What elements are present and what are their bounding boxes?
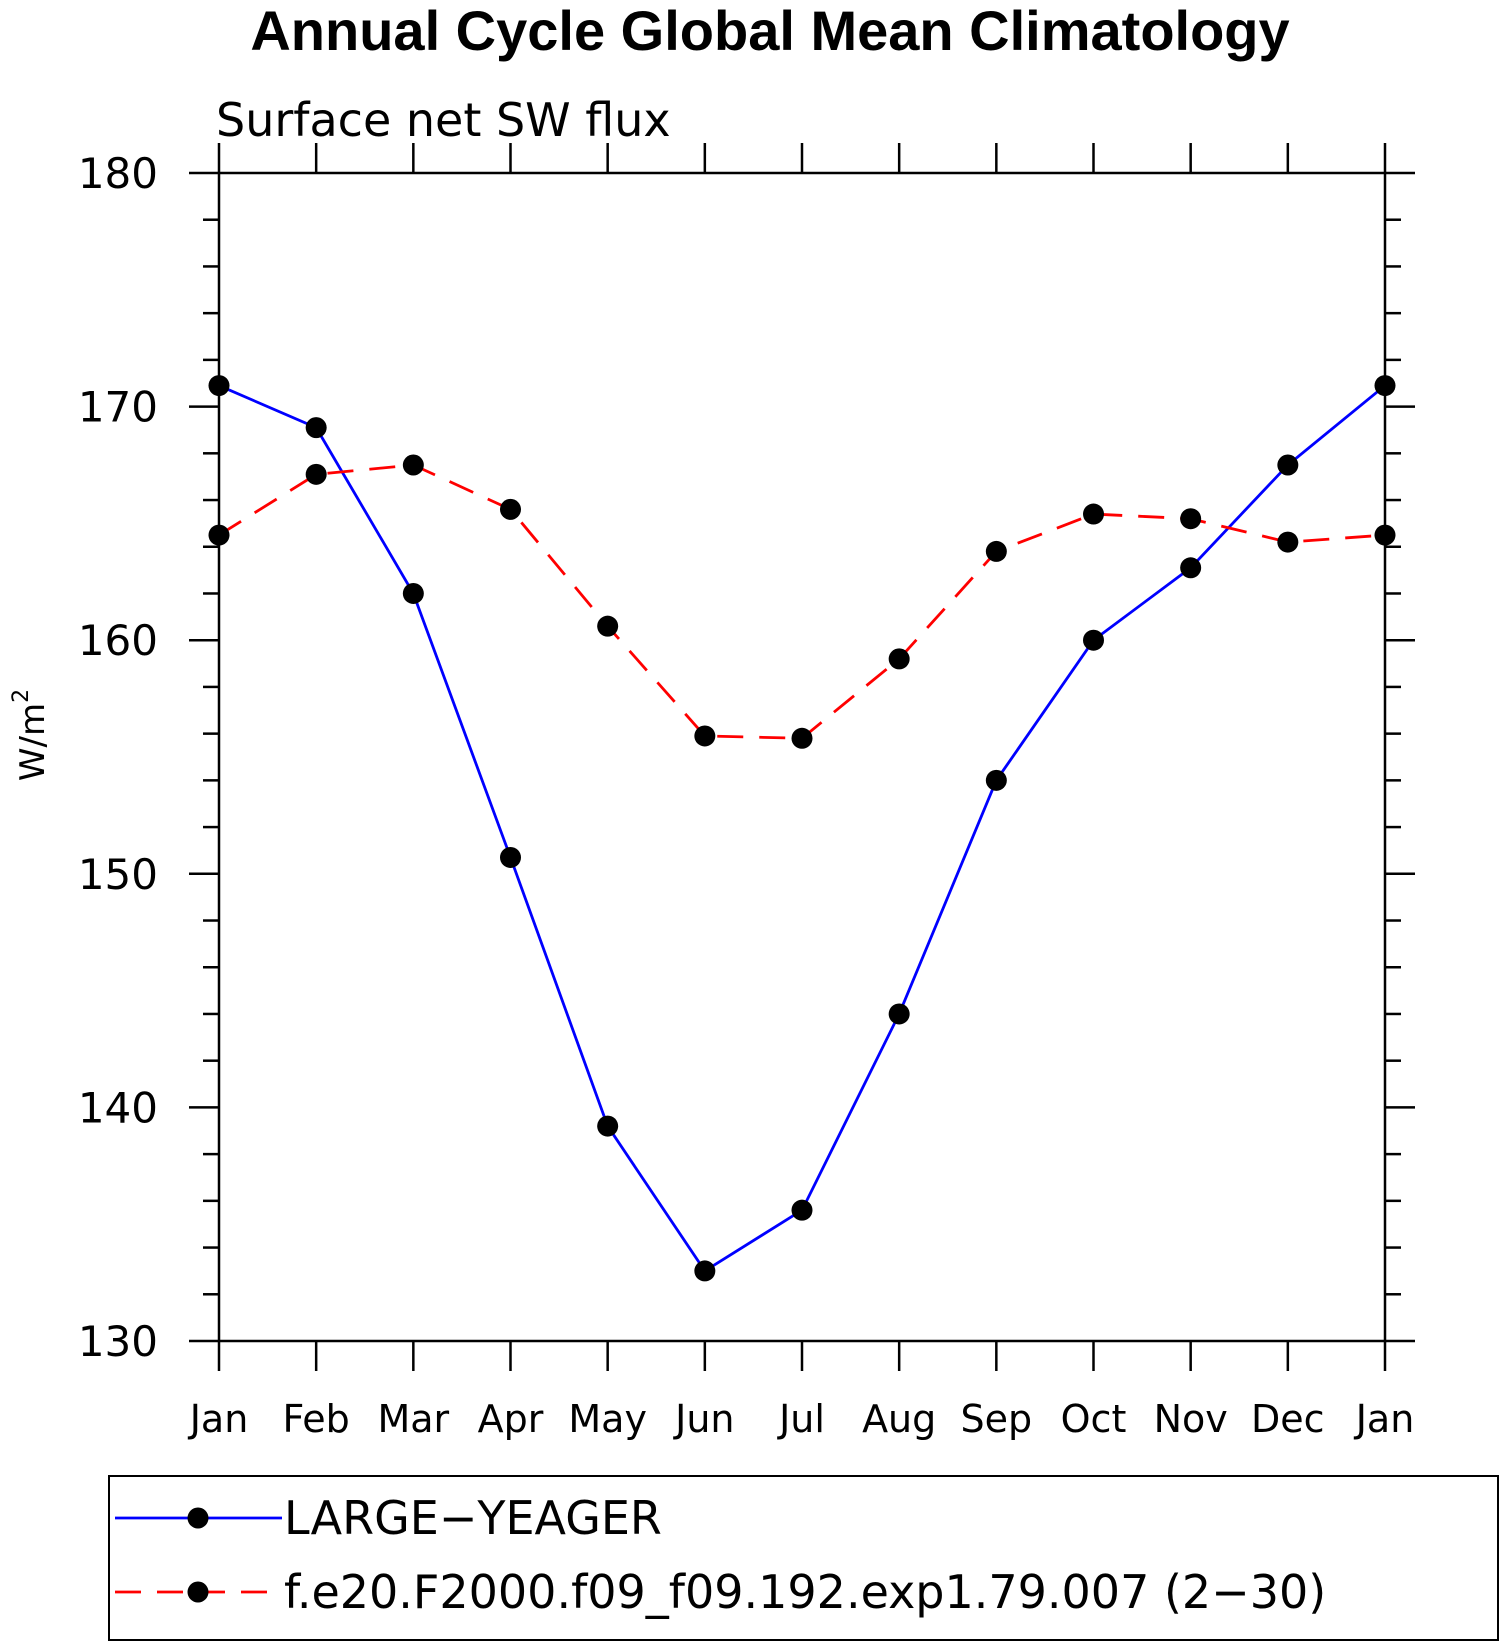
- x-tick-label: Sep: [961, 1397, 1033, 1441]
- series-1-point: [1277, 454, 1299, 476]
- y-tick-label: 140: [78, 1083, 158, 1132]
- x-tick-label: Jan: [188, 1397, 249, 1441]
- series-1-point: [888, 1003, 910, 1025]
- x-tick-label: May: [568, 1397, 647, 1441]
- legend-box: [108, 1475, 1499, 1641]
- series-1-point: [500, 846, 521, 868]
- plot-frame: [217, 171, 1387, 1343]
- svg-text:W/m2: W/m2: [9, 689, 53, 781]
- x-tick-label: Jan: [1354, 1397, 1415, 1441]
- x-axis: Jan Feb Mar Apr May Jun Jul Aug Sep Oct Nov Dec Jan: [188, 143, 1415, 1441]
- y-axis-label: W/m2: [9, 689, 53, 781]
- series-2-point: [791, 727, 813, 749]
- series-2-point: [1374, 524, 1396, 546]
- x-tick-label: Aug: [862, 1397, 936, 1441]
- series-1-point: [208, 375, 230, 397]
- series-layer: [208, 375, 1396, 1282]
- series-line-2: [218, 463, 1386, 740]
- series-1-point: [1180, 557, 1202, 579]
- series-2-point: [1277, 531, 1299, 553]
- series-2-point: [985, 540, 1007, 562]
- y-axis: 180 170 160 150 140 130: [78, 149, 1415, 1366]
- x-tick-label: Oct: [1061, 1397, 1127, 1441]
- series-2-point: [402, 454, 424, 476]
- x-tick-label: Jul: [777, 1397, 825, 1441]
- legend-marker-2: [187, 1581, 209, 1603]
- series-2-point: [694, 725, 716, 747]
- chart-title: Annual Cycle Global Mean Climatology: [250, 0, 1289, 62]
- y-tick-label: 180: [78, 149, 158, 198]
- legend-label-2: f.e20.F2000.f09_f09.192.exp1.79.007 (2−3…: [284, 1565, 1326, 1619]
- x-tick-label: Jun: [673, 1397, 734, 1441]
- series-1-point: [305, 417, 327, 439]
- x-tick-label: Dec: [1251, 1397, 1325, 1441]
- y-tick-label: 170: [78, 383, 158, 432]
- legend-marker-1: [187, 1507, 209, 1529]
- x-tick-label: Nov: [1154, 1397, 1228, 1441]
- series-1-point: [985, 769, 1007, 791]
- series-1-point: [402, 582, 424, 604]
- x-tick-label: Apr: [478, 1397, 544, 1441]
- chart-subtitle: Surface net SW flux: [216, 93, 671, 147]
- series-2-point: [305, 463, 327, 485]
- y-axis-label-text: W/m: [13, 703, 53, 781]
- series-1-point: [1374, 375, 1396, 397]
- series-2-point: [208, 524, 230, 546]
- series-1-point: [791, 1199, 813, 1221]
- legend-label-1: LARGE−YEAGER: [284, 1491, 662, 1545]
- y-axis-label-superscript: 2: [9, 689, 34, 703]
- series-1-point: [1083, 629, 1104, 651]
- y-tick-label: 160: [78, 616, 158, 665]
- series-1-point: [694, 1260, 716, 1282]
- x-tick-label: Feb: [283, 1397, 350, 1441]
- series-1-point: [597, 1115, 619, 1137]
- x-tick-label: Mar: [377, 1397, 449, 1441]
- series-2-point: [888, 648, 910, 670]
- series-2-point: [1083, 503, 1104, 525]
- y-tick-label: 150: [78, 850, 158, 899]
- series-2-point: [1180, 508, 1202, 530]
- legend: LARGE−YEAGER f.e20.F2000.f09_f09.192.exp1…: [115, 1491, 1326, 1619]
- series-2-point: [500, 498, 521, 520]
- series-2-point: [597, 615, 619, 637]
- y-tick-label: 130: [78, 1317, 158, 1366]
- series-line-1: [218, 384, 1386, 1273]
